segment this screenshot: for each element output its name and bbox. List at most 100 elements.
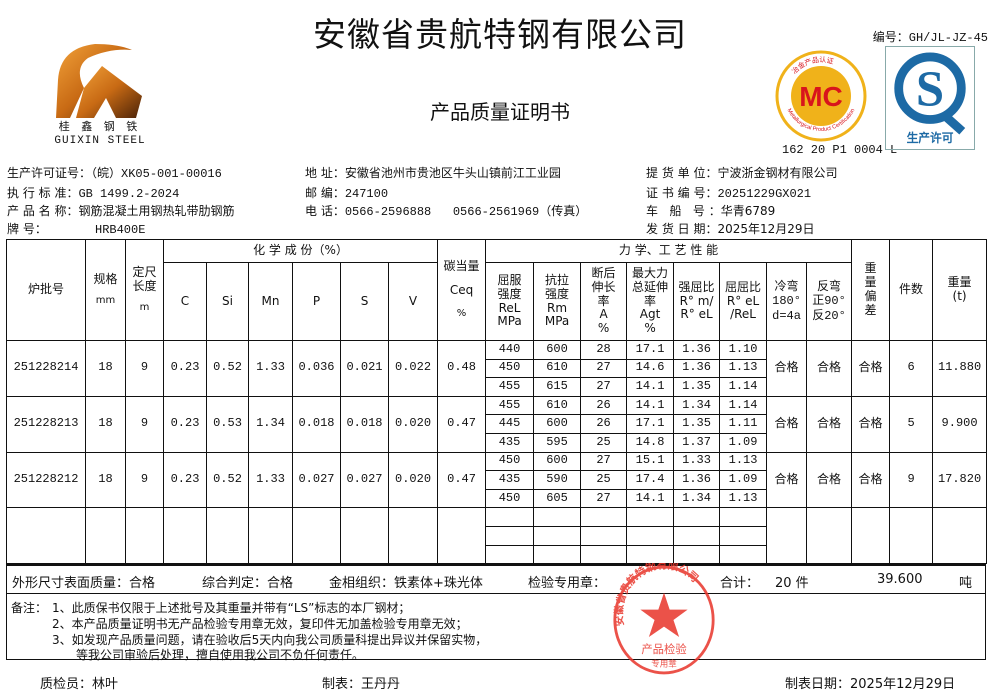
chem-cell: 1.33 bbox=[248, 451, 293, 509]
mech-cell bbox=[533, 525, 582, 546]
mech-cell: 27 bbox=[580, 488, 628, 509]
mech-cell: 14.1 bbox=[626, 377, 675, 397]
mech-cell: 450 bbox=[485, 451, 535, 472]
table-row: 445 600 26 17.1 1.35 1.11 bbox=[7, 414, 987, 434]
mech-cell: 1.33 bbox=[673, 451, 721, 472]
chem-cell: 1.34 bbox=[248, 395, 293, 453]
pieces-cell: 5 bbox=[889, 395, 934, 453]
length-cell: 9 bbox=[125, 395, 164, 453]
table-row: 450 605 27 14.1 1.34 1.13 bbox=[7, 488, 987, 509]
mech-cell: 615 bbox=[533, 377, 582, 397]
length-cell: 9 bbox=[125, 451, 164, 509]
svg-text:S: S bbox=[916, 61, 944, 117]
mech-cell: 435 bbox=[485, 470, 535, 490]
mech-cell bbox=[673, 507, 721, 527]
rebend-cell bbox=[806, 507, 853, 565]
preparation-date: 制表日期：2025年12月29日 bbox=[785, 677, 956, 692]
postcode-field: 邮 编：247100 bbox=[305, 186, 389, 201]
ship-date-field: 发 货 日 期：2025年12月29日 bbox=[646, 222, 815, 236]
chem-cell: 0.020 bbox=[387, 395, 439, 453]
chem-cell: 0.021 bbox=[340, 340, 389, 397]
mech-cell: 1.36 bbox=[673, 340, 721, 360]
chem-cell bbox=[387, 507, 439, 565]
size-cell: 18 bbox=[85, 395, 126, 453]
header-chem-si: Si bbox=[206, 262, 249, 341]
header-size: 规格 mm bbox=[85, 239, 126, 341]
mech-cell: 455 bbox=[485, 377, 535, 397]
mech-cell: 27 bbox=[580, 377, 628, 397]
remark-item: 等我公司审验后处理，擅自使用我公司不负任何责任。 bbox=[76, 648, 365, 662]
mech-cell: 595 bbox=[533, 432, 582, 453]
mech-cell bbox=[580, 507, 628, 527]
chem-cell: 0.020 bbox=[387, 451, 439, 509]
mech-cell: 14.1 bbox=[626, 395, 675, 416]
cert-number-field: 证 书 编 号：20251229GX021 bbox=[646, 186, 812, 201]
batch-number: 251228213 bbox=[6, 395, 86, 453]
document-title: 产品质量证明书 bbox=[430, 100, 570, 124]
weight-cell: 9.900 bbox=[932, 395, 988, 453]
appearance-result: 外形尺寸表面质量：合格 bbox=[12, 576, 156, 591]
table-row bbox=[7, 544, 987, 565]
table-row: 435 590 25 17.4 1.36 1.09 bbox=[7, 470, 987, 490]
header-ceq: 碳当量 Ceq% bbox=[437, 239, 487, 341]
table-row bbox=[6, 507, 988, 565]
header-mech-3: 最大力 总延伸率 Agt% bbox=[626, 262, 675, 341]
mech-cell bbox=[626, 507, 675, 527]
remark-item: 3、如发现产品质量问题，请在验收后5天内向我公司质量科提出异议并保留实物， bbox=[52, 633, 488, 647]
total-pieces: 20 件 bbox=[775, 576, 809, 591]
ceq-cell: 0.47 bbox=[437, 395, 487, 453]
header-mech-1: 抗拉 强度 Rm MPa bbox=[533, 262, 582, 341]
size-cell: 18 bbox=[85, 451, 126, 509]
header-chem-s: S bbox=[340, 262, 389, 341]
pieces-cell: 6 bbox=[889, 340, 934, 397]
mech-cell: 1.13 bbox=[719, 358, 768, 379]
mech-cell: 435 bbox=[485, 432, 535, 453]
inspection-stamp-label: 检验专用章： bbox=[528, 576, 607, 591]
qs-logo-text: 生产许可 bbox=[907, 131, 954, 145]
mc-logo-text: MC bbox=[799, 81, 843, 112]
mech-cell: 1.37 bbox=[673, 432, 721, 453]
header-mech-2: 断后 伸长率 A% bbox=[580, 262, 628, 341]
remark-item: 1、此质保书仅限于上述批号及其重量并带有“LS”标志的本厂钢材； bbox=[52, 601, 411, 615]
header-chem-c: C bbox=[163, 262, 207, 341]
overall-judgement: 综合判定：合格 bbox=[202, 576, 294, 591]
mech-cell: 25 bbox=[580, 470, 628, 490]
table-row: 450 610 27 14.6 1.36 1.13 bbox=[7, 358, 987, 379]
size-cell bbox=[85, 507, 126, 565]
batch-number: 251228214 bbox=[6, 340, 86, 397]
mech-cell: 1.35 bbox=[673, 377, 721, 397]
product-field: 产 品 名 称：钢筋混凝土用钢热轧带肋钢筋 bbox=[7, 204, 235, 218]
chem-cell: 0.52 bbox=[206, 451, 249, 509]
header-rebend: 反弯正90°反20° bbox=[806, 262, 853, 341]
chem-cell bbox=[206, 507, 249, 565]
mech-cell: 17.4 bbox=[626, 470, 675, 490]
logo-english-text: GUIXIN STEEL bbox=[54, 135, 146, 147]
ceq-cell: 0.48 bbox=[437, 340, 487, 397]
header-batch: 炉批号 bbox=[6, 239, 86, 341]
mech-cell bbox=[626, 544, 675, 565]
chem-cell: 0.027 bbox=[292, 451, 341, 509]
size-cell: 18 bbox=[85, 340, 126, 397]
cold-bend-cell: 合格 bbox=[766, 451, 808, 509]
weight-deviation-cell bbox=[851, 507, 891, 565]
batch-number: 251228212 bbox=[6, 451, 86, 509]
header-mech-0: 屈服 强度 ReL MPa bbox=[485, 262, 535, 341]
mech-cell: 1.14 bbox=[719, 377, 768, 397]
mc-code: 162 20 P1 0004 L bbox=[782, 143, 898, 157]
mech-cell: 1.11 bbox=[719, 414, 768, 434]
chem-cell: 0.022 bbox=[387, 340, 439, 397]
table-row: 435 595 25 14.8 1.37 1.09 bbox=[7, 432, 987, 453]
header-pieces: 件数 bbox=[889, 239, 934, 341]
mech-cell: 14.6 bbox=[626, 358, 675, 379]
mech-cell: 26 bbox=[580, 414, 628, 434]
grade-field: 牌 号： HRB400E bbox=[7, 222, 146, 237]
mech-cell: 14.8 bbox=[626, 432, 675, 453]
cold-bend-cell bbox=[766, 507, 808, 565]
header-mechanical-group: 力 学、工 艺 性 能 bbox=[485, 239, 853, 263]
consignee-field: 提 货 单 位：宁波浙金钢材有限公司 bbox=[646, 166, 838, 180]
summary-row: 外形尺寸表面质量：合格 综合判定：合格 金相组织：铁素体+珠光体 检验专用章： … bbox=[6, 564, 986, 594]
weight-deviation-cell: 合格 bbox=[851, 395, 891, 453]
rebend-cell: 合格 bbox=[806, 395, 853, 453]
mech-cell: 1.34 bbox=[673, 395, 721, 416]
mech-cell: 1.09 bbox=[719, 432, 768, 453]
